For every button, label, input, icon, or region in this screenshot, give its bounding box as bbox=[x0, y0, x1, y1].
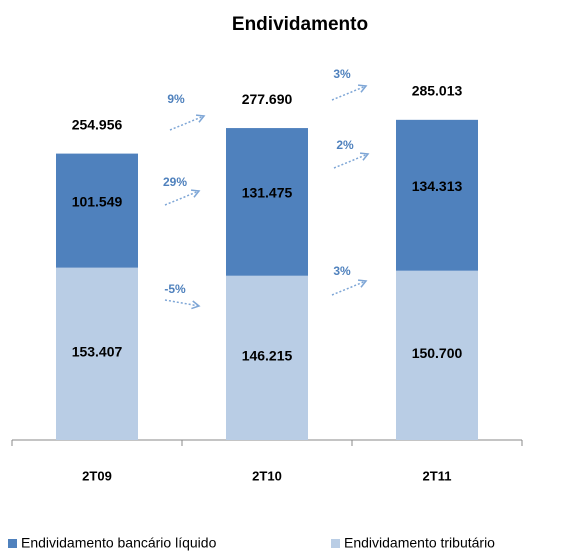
growth-annotation: 3% bbox=[333, 67, 351, 81]
bar-segment bbox=[226, 275, 308, 440]
value-label: 134.313 bbox=[412, 178, 463, 194]
growth-arrow bbox=[169, 115, 205, 131]
total-label: 277.690 bbox=[242, 91, 293, 107]
bar-segment bbox=[396, 270, 478, 440]
value-label: 101.549 bbox=[72, 193, 123, 209]
bar-segment bbox=[56, 267, 138, 440]
growth-arrowhead bbox=[190, 189, 201, 198]
growth-arrow bbox=[331, 280, 367, 296]
bar-segment bbox=[396, 119, 478, 271]
x-tick-label: 2T09 bbox=[82, 468, 112, 483]
legend-label: Endividamento bancário líquido bbox=[21, 535, 217, 551]
x-tick-label: 2T10 bbox=[252, 468, 282, 483]
growth-annotation: 3% bbox=[333, 264, 351, 278]
legend-swatch bbox=[8, 539, 17, 548]
value-label: 131.475 bbox=[242, 185, 293, 201]
growth-arrow bbox=[331, 85, 367, 101]
legend-label: Endividamento tributário bbox=[344, 535, 495, 551]
growth-arrowhead bbox=[357, 84, 368, 93]
growth-arrow bbox=[164, 299, 200, 307]
value-label: 146.215 bbox=[242, 348, 293, 364]
total-label: 285.013 bbox=[412, 83, 463, 99]
growth-arrow bbox=[164, 190, 200, 206]
chart-title: Endividamento bbox=[232, 14, 368, 35]
bar-segment bbox=[56, 153, 138, 268]
growth-arrowhead bbox=[357, 279, 368, 288]
growth-annotation: 29% bbox=[163, 175, 187, 189]
total-label: 254.956 bbox=[72, 116, 123, 132]
legend-swatch bbox=[331, 539, 340, 548]
growth-annotation: -5% bbox=[164, 282, 186, 296]
growth-arrowhead bbox=[195, 114, 206, 123]
x-tick-label: 2T11 bbox=[423, 468, 452, 483]
bar-segment bbox=[226, 128, 308, 276]
growth-arrowhead bbox=[191, 300, 201, 310]
value-label: 153.407 bbox=[72, 344, 123, 360]
growth-arrowhead bbox=[359, 152, 370, 161]
value-label: 150.700 bbox=[412, 345, 463, 361]
growth-annotation: 2% bbox=[336, 138, 354, 152]
growth-annotation: 9% bbox=[167, 92, 185, 106]
growth-arrow bbox=[333, 153, 369, 169]
